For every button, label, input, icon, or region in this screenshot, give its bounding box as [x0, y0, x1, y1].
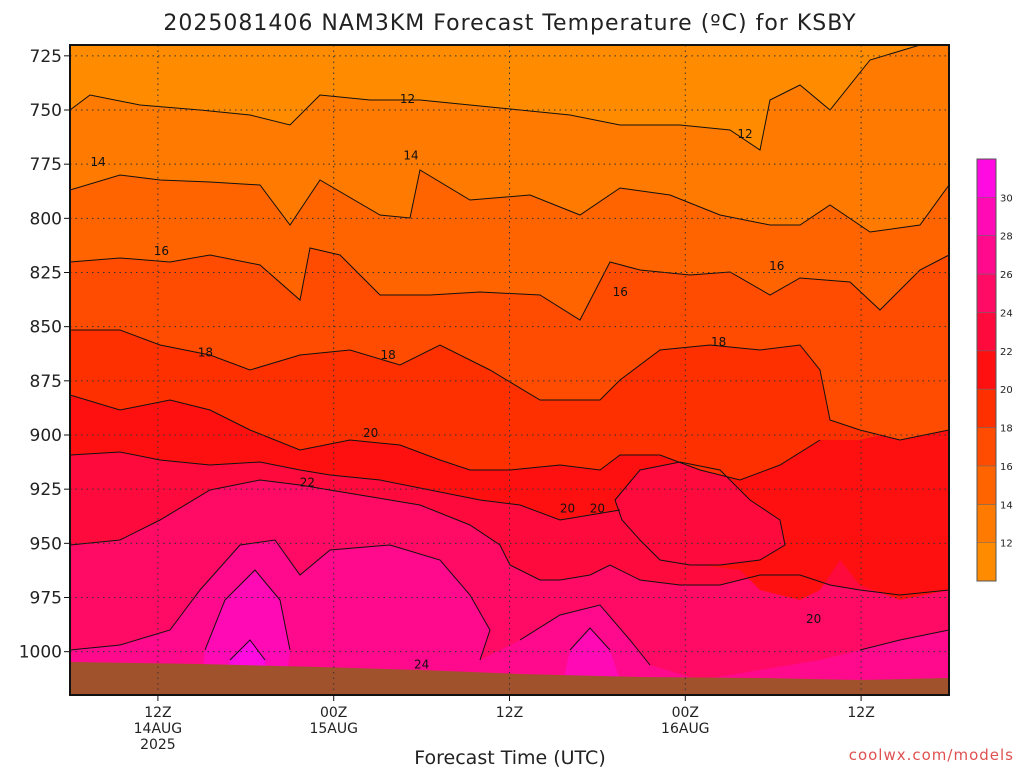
colorbar-swatch	[977, 465, 996, 505]
colorbar-frame	[976, 158, 997, 582]
contour-label: 14	[403, 149, 418, 163]
colorbar: 12 14 16 18 20 22 24 26 28 30	[976, 158, 1013, 582]
contour-label: 12	[400, 92, 415, 106]
colorbar-swatch	[977, 197, 996, 236]
contour-label: 20	[560, 502, 575, 516]
colorbar-tick-label: 12	[1000, 539, 1013, 550]
colorbar-tick-label: 26	[1000, 270, 1013, 281]
y-tick-label: 875	[30, 372, 62, 392]
temp-band-20-22-pocket	[615, 462, 785, 565]
colorbar-swatch	[977, 312, 996, 351]
x-axis-label: Forecast Time (UTC)	[414, 747, 605, 768]
colorbar-tick-label: 14	[1000, 500, 1013, 511]
contour-label: 20	[590, 502, 605, 516]
contour-label: 18	[381, 348, 396, 362]
temp-band-14-16	[70, 248, 949, 440]
y-tick-label: 925	[30, 480, 62, 500]
x-tick-label: 12Z	[144, 705, 171, 721]
colorbar-swatch	[977, 274, 996, 313]
y-tick-label: 975	[30, 589, 62, 609]
colorbar-tick-label: 16	[1000, 462, 1013, 473]
y-tick-label: 775	[30, 155, 62, 175]
contour-label: 16	[154, 244, 169, 258]
contour-label: 18	[198, 346, 213, 360]
contour-label: 16	[613, 285, 628, 299]
colorbar-tick-label: 20	[1000, 385, 1013, 396]
x-tick-label: 12Z	[847, 705, 874, 721]
y-tick-label: 725	[30, 47, 62, 67]
colorbar-tick-label: 22	[1000, 347, 1013, 358]
colorbar-swatch	[977, 542, 996, 581]
colorbar-tick-label: 24	[1000, 308, 1013, 319]
contour-label: 24	[414, 658, 429, 672]
x-tick-label: 00Z	[320, 705, 347, 721]
colorbar-swatch	[977, 427, 996, 466]
contour-label-layer: 12 12 14 14 16 16 16 18 18 18 20 20 20 20 22 24	[90, 92, 821, 672]
temp-band-12-14	[70, 170, 949, 320]
chart-title: 2025081406 NAM3KM Forecast Temperature (…	[163, 11, 856, 36]
x-tick-label: 12Z	[496, 705, 523, 721]
y-tick-label: 950	[30, 534, 62, 554]
colorbar-tick-label: 18	[1000, 424, 1013, 435]
colorbar-tick-label: 28	[1000, 232, 1013, 243]
y-tick-label: 850	[30, 318, 62, 338]
y-tick-label: 825	[30, 264, 62, 284]
y-axis: 725 750 775 800 825 850 875 900 925 950 975 1000	[19, 47, 70, 663]
colorbar-swatch	[977, 389, 996, 428]
y-tick-label: 1000	[19, 643, 62, 663]
x-tick-label: 14AUG	[134, 721, 183, 737]
x-tick-label: 00Z	[672, 705, 699, 721]
temp-band-26-28	[70, 540, 949, 695]
x-tick-label: 15AUG	[309, 721, 358, 737]
contour-label: 20	[806, 612, 821, 626]
colorbar-swatch	[977, 235, 996, 275]
y-tick-label: 900	[30, 426, 62, 446]
contour-lines	[70, 45, 949, 666]
contour-label: 18	[711, 335, 726, 349]
contour-label: 22	[300, 476, 315, 490]
colorbar-tick-label: 30	[1000, 193, 1013, 204]
x-tick-label: 16AUG	[661, 721, 710, 737]
colorbar-swatch	[977, 350, 996, 390]
contour-label: 16	[769, 259, 784, 273]
temp-band-16-18	[70, 330, 949, 480]
colorbar-swatch	[977, 504, 996, 543]
temp-band-below-12	[70, 45, 949, 150]
y-tick-label: 750	[30, 101, 62, 121]
x-tick-label: 2025	[140, 737, 176, 753]
credit-text: coolwx.com/models	[849, 746, 1014, 764]
gridlines	[70, 45, 949, 695]
contour-label: 12	[737, 127, 752, 141]
y-tick-label: 800	[30, 209, 62, 229]
contour-label: 20	[363, 426, 378, 440]
colorbar-swatch	[977, 159, 996, 198]
contour-label: 14	[90, 155, 105, 169]
